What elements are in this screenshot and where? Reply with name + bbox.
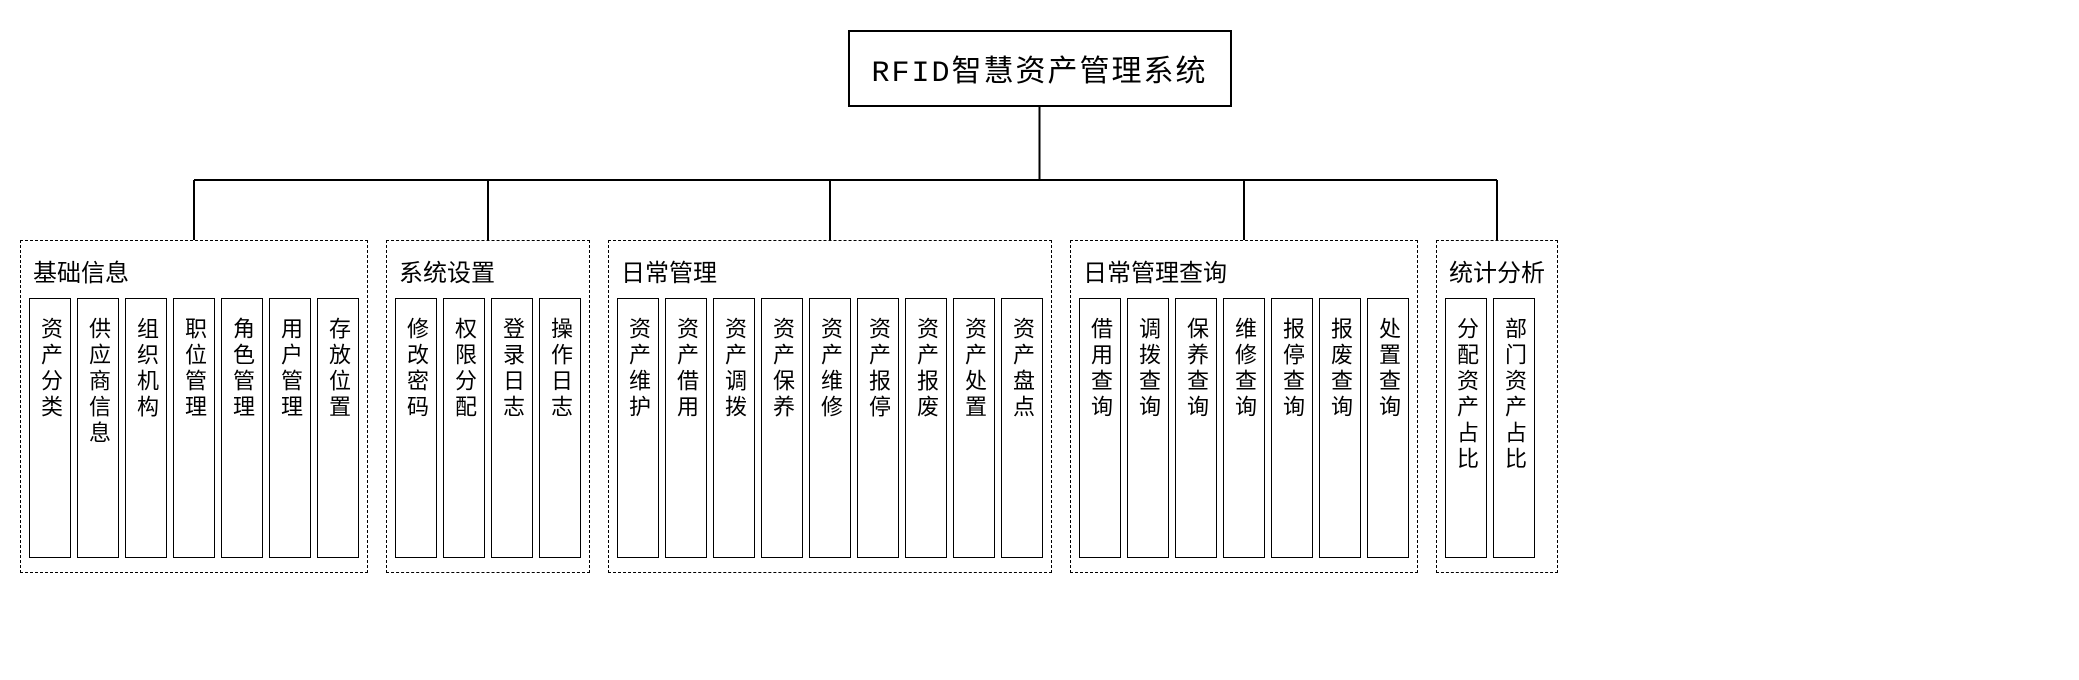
leaf-label: 操作日志 [544, 317, 576, 421]
leaf-label: 分配资产占比 [1450, 317, 1482, 473]
group-box: 日常管理资产维护资产借用资产调拨资产保养资产维修资产报停资产报废资产处置资产盘点 [608, 240, 1052, 573]
leaf-node: 资产处置 [953, 298, 995, 558]
group-box: 系统设置修改密码权限分配登录日志操作日志 [386, 240, 590, 573]
items-row: 分配资产占比部门资产占比 [1445, 298, 1549, 558]
leaf-node: 资产盘点 [1001, 298, 1043, 558]
group-title: 日常管理查询 [1079, 251, 1409, 298]
leaf-label: 用户管理 [274, 317, 306, 421]
leaf-node: 资产分类 [29, 298, 71, 558]
leaf-label: 组织机构 [130, 317, 162, 421]
leaf-label: 处置查询 [1372, 317, 1404, 421]
leaf-label: 资产调拨 [718, 317, 750, 421]
leaf-label: 资产盘点 [1006, 317, 1038, 421]
leaf-label: 资产维修 [814, 317, 846, 421]
leaf-label: 角色管理 [226, 317, 258, 421]
leaf-label: 保养查询 [1180, 317, 1212, 421]
leaf-node: 资产报停 [857, 298, 899, 558]
leaf-node: 资产调拨 [713, 298, 755, 558]
leaf-node: 部门资产占比 [1493, 298, 1535, 558]
leaf-node: 角色管理 [221, 298, 263, 558]
group-title: 基础信息 [29, 251, 359, 298]
group-title: 系统设置 [395, 251, 581, 298]
leaf-node: 资产维修 [809, 298, 851, 558]
leaf-node: 职位管理 [173, 298, 215, 558]
leaf-node: 处置查询 [1367, 298, 1409, 558]
leaf-node: 资产保养 [761, 298, 803, 558]
leaf-label: 存放位置 [322, 317, 354, 421]
leaf-label: 供应商信息 [82, 317, 114, 447]
leaf-node: 借用查询 [1079, 298, 1121, 558]
leaf-label: 报废查询 [1324, 317, 1356, 421]
group-box: 日常管理查询借用查询调拨查询保养查询维修查询报停查询报废查询处置查询 [1070, 240, 1418, 573]
items-row: 资产分类供应商信息组织机构职位管理角色管理用户管理存放位置 [29, 298, 359, 558]
leaf-label: 维修查询 [1228, 317, 1260, 421]
leaf-node: 分配资产占比 [1445, 298, 1487, 558]
root-label: RFID智慧资产管理系统 [871, 57, 1207, 91]
group-title: 统计分析 [1445, 251, 1549, 298]
leaf-node: 供应商信息 [77, 298, 119, 558]
leaf-label: 报停查询 [1276, 317, 1308, 421]
leaf-label: 权限分配 [448, 317, 480, 421]
items-row: 借用查询调拨查询保养查询维修查询报停查询报废查询处置查询 [1079, 298, 1409, 558]
leaf-node: 修改密码 [395, 298, 437, 558]
leaf-node: 调拨查询 [1127, 298, 1169, 558]
group-box: 统计分析分配资产占比部门资产占比 [1436, 240, 1558, 573]
leaf-label: 调拨查询 [1132, 317, 1164, 421]
leaf-label: 资产维护 [622, 317, 654, 421]
leaf-node: 报废查询 [1319, 298, 1361, 558]
leaf-node: 权限分配 [443, 298, 485, 558]
leaf-label: 资产处置 [958, 317, 990, 421]
leaf-node: 保养查询 [1175, 298, 1217, 558]
leaf-label: 借用查询 [1084, 317, 1116, 421]
leaf-label: 资产借用 [670, 317, 702, 421]
items-row: 修改密码权限分配登录日志操作日志 [395, 298, 581, 558]
leaf-label: 资产报停 [862, 317, 894, 421]
leaf-label: 职位管理 [178, 317, 210, 421]
leaf-node: 资产借用 [665, 298, 707, 558]
leaf-label: 登录日志 [496, 317, 528, 421]
groups-row: 基础信息资产分类供应商信息组织机构职位管理角色管理用户管理存放位置系统设置修改密… [20, 240, 2059, 573]
group-title: 日常管理 [617, 251, 1043, 298]
leaf-node: 维修查询 [1223, 298, 1265, 558]
leaf-node: 资产维护 [617, 298, 659, 558]
leaf-node: 操作日志 [539, 298, 581, 558]
leaf-node: 资产报废 [905, 298, 947, 558]
group-box: 基础信息资产分类供应商信息组织机构职位管理角色管理用户管理存放位置 [20, 240, 368, 573]
leaf-node: 组织机构 [125, 298, 167, 558]
leaf-node: 用户管理 [269, 298, 311, 558]
leaf-label: 部门资产占比 [1498, 317, 1530, 473]
items-row: 资产维护资产借用资产调拨资产保养资产维修资产报停资产报废资产处置资产盘点 [617, 298, 1043, 558]
leaf-label: 资产报废 [910, 317, 942, 421]
leaf-label: 修改密码 [400, 317, 432, 421]
root-node: RFID智慧资产管理系统 [847, 30, 1231, 107]
leaf-node: 报停查询 [1271, 298, 1313, 558]
leaf-label: 资产分类 [34, 317, 66, 421]
leaf-node: 登录日志 [491, 298, 533, 558]
leaf-node: 存放位置 [317, 298, 359, 558]
leaf-label: 资产保养 [766, 317, 798, 421]
